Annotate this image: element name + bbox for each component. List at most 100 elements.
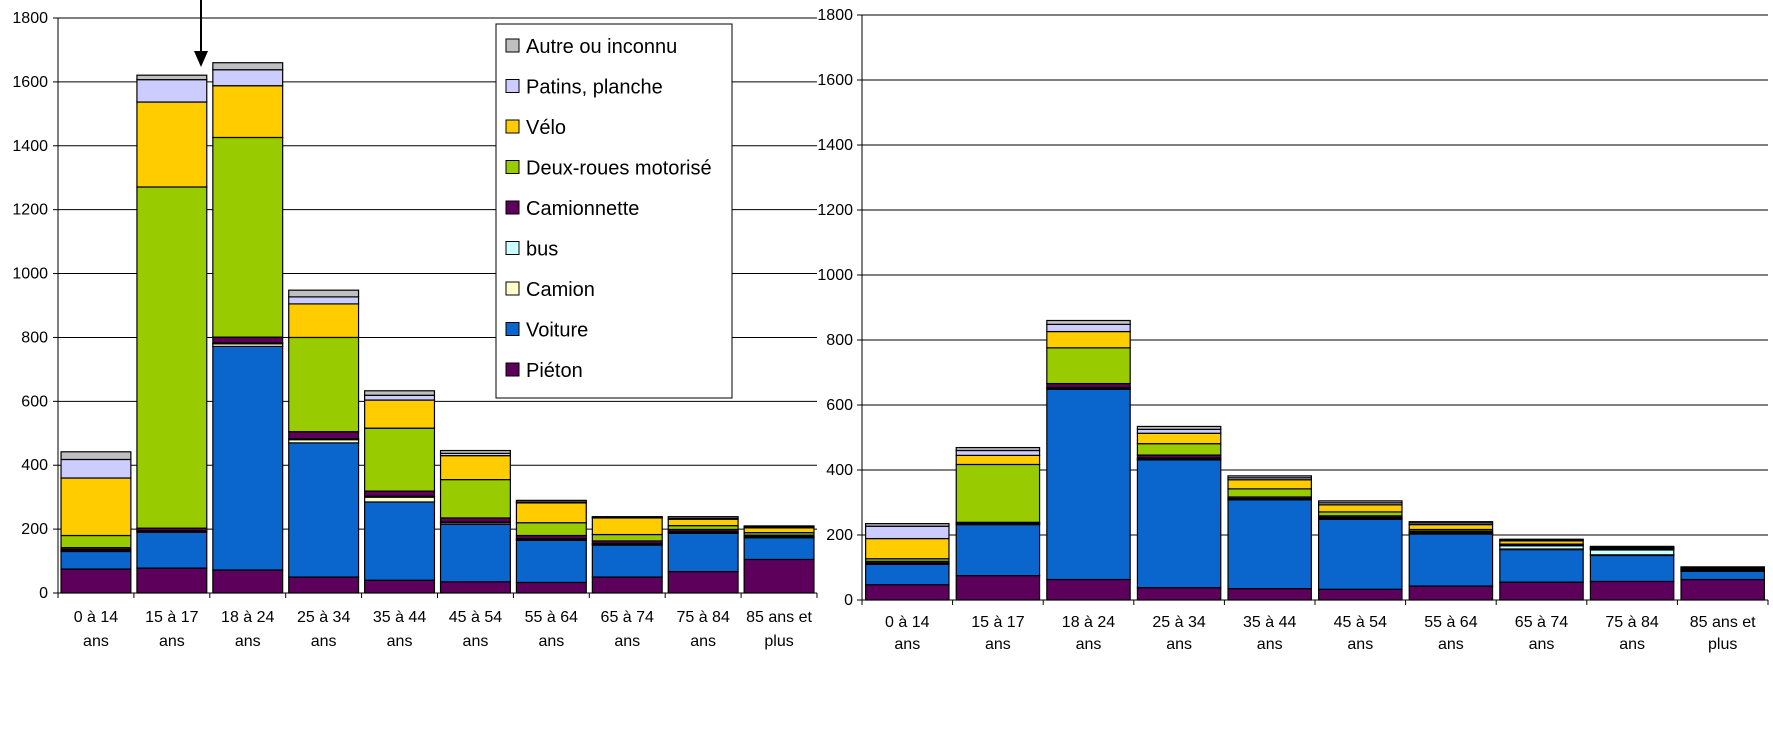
legend-swatch-deux-roues-motorise (505, 160, 520, 174)
y-tick-label: 800 (826, 332, 853, 349)
x-tick-label: 75 à 84 ans (1605, 614, 1658, 653)
x-tick-label: 65 à 74 ans (1515, 614, 1568, 653)
bar-autre-ou-inconnu-3 (1046, 319, 1131, 326)
x-tick-label: 45 à 54 ans (1334, 614, 1387, 653)
y-tick-label: 1000 (12, 266, 48, 283)
bar-velo-6 (439, 455, 511, 481)
bar-camionnette-6 (439, 517, 511, 523)
bar-velo-8 (591, 517, 663, 536)
legend-swatch-camion (505, 281, 520, 296)
y-tick-label: 1200 (817, 202, 853, 219)
bar-voiture-1 (865, 563, 950, 586)
bar-autre-ou-inconnu-1 (865, 523, 950, 527)
bar-deux-roues-motorise-2 (955, 463, 1041, 523)
bar-patins-planche-1 (865, 525, 950, 540)
bar-deux-roues-motorise-5 (1227, 488, 1312, 498)
x-tick-label: 35 à 44 ans (373, 609, 426, 650)
bar-velo-1 (865, 537, 950, 560)
bar-velo-6 (1318, 504, 1403, 513)
bar-autre-ou-inconnu-10 (743, 525, 815, 528)
legend-box (495, 23, 733, 399)
bar-autre-ou-inconnu-6 (439, 449, 511, 455)
bar-autre-ou-inconnu-7 (1408, 521, 1494, 524)
bar-deux-roues-motorise-5 (364, 427, 436, 492)
y-tick-label: 600 (21, 393, 48, 410)
x-tick-label: 35 à 44 ans (1243, 614, 1296, 653)
legend-swatch-voiture (505, 322, 520, 336)
bar-velo-4 (1136, 432, 1222, 445)
y-tick-label: 0 (844, 592, 853, 609)
bar-voiture-3 (212, 345, 284, 571)
bar-autre-ou-inconnu-3 (212, 62, 284, 71)
legend-swatch-patins-planche (505, 79, 520, 93)
bar-pieton-2 (955, 575, 1041, 601)
bar-velo-4 (288, 303, 360, 339)
bar-deux-roues-motorise-4 (1136, 443, 1222, 456)
bar-voiture-7 (515, 539, 587, 584)
bar-velo-7 (1408, 523, 1494, 531)
legend-label-autre-ou-inconnu: Autre ou inconnu (526, 36, 677, 58)
bar-pieton-1 (865, 584, 950, 601)
x-tick-label: 45 à 54 ans (449, 609, 502, 650)
x-tick-label: 55 à 64 ans (1424, 614, 1477, 653)
legend-label-camionnette: Camionnette (526, 198, 639, 220)
bar-deux-roues-motorise-3 (212, 136, 284, 338)
bar-pieton-5 (364, 579, 436, 594)
legend-label-deux-roues-motorise: Deux-roues motorisé (526, 158, 712, 180)
bar-voiture-9 (1589, 554, 1675, 583)
legend-label-voiture: Voiture (526, 320, 588, 342)
y-tick-label: 400 (21, 457, 48, 474)
bar-velo-2 (136, 101, 208, 188)
bar-patins-planche-3 (212, 69, 284, 87)
bar-patins-planche-1 (60, 458, 132, 479)
y-tick-label: 1600 (817, 72, 853, 89)
x-tick-label: 25 à 34 ans (1152, 614, 1205, 653)
y-tick-label: 200 (21, 521, 48, 538)
bar-voiture-5 (1227, 499, 1312, 590)
bar-pieton-3 (1046, 578, 1131, 601)
bar-velo-1 (60, 477, 132, 537)
chart-left: 0 200 400 600 800 1000 1200 1400 1600 1800 0 à 14 a… (12, 10, 818, 650)
bar-autre-ou-inconnu-4 (288, 289, 360, 298)
y-tick-label: 400 (826, 462, 853, 479)
bar-autre-ou-inconnu-8 (591, 516, 663, 518)
bar-autre-ou-inconnu-5 (364, 390, 436, 396)
bar-autre-ou-inconnu-6 (1318, 500, 1403, 504)
y-tick-label: 1400 (12, 138, 48, 155)
x-tick-label: 18 à 24 ans (1062, 614, 1115, 653)
bar-voiture-6 (1318, 518, 1403, 590)
legend-swatch-velo (505, 119, 520, 134)
bar-autre-ou-inconnu-7 (515, 499, 587, 503)
y-tick-label: 600 (826, 397, 853, 414)
legend-label-camion: Camion (526, 279, 595, 301)
bar-patins-planche-2 (955, 449, 1041, 456)
bar-voiture-5 (364, 501, 436, 581)
bar-pieton-9 (667, 570, 739, 594)
bar-voiture-4 (1136, 459, 1222, 589)
bar-autre-ou-inconnu-9 (1589, 545, 1675, 548)
bar-voiture-9 (667, 532, 739, 573)
bar-pieton-3 (212, 569, 284, 594)
bar-pieton-2 (136, 567, 208, 594)
x-tick-label: 85 ans et plus (1690, 614, 1756, 653)
y-tick-label: 0 (39, 585, 48, 602)
bar-camionnette-5 (364, 490, 436, 497)
y-tick-label: 1200 (12, 202, 48, 219)
bar-autre-ou-inconnu-4 (1136, 425, 1222, 430)
legend-label-patins-planche: Patins, planche (526, 77, 663, 99)
legend-swatch-bus (505, 241, 520, 255)
bar-velo-9 (667, 518, 739, 527)
bar-pieton-5 (1227, 588, 1312, 601)
bar-pieton-10 (1680, 578, 1765, 601)
bar-pieton-4 (288, 576, 360, 594)
bar-voiture-4 (288, 442, 360, 578)
x-tick-label: 85 ans et plus (746, 609, 812, 650)
bar-pieton-6 (1318, 588, 1403, 601)
bar-voiture-8 (1499, 549, 1584, 583)
legend: Autre ou inconnu Patins, planche Vélo Deux-… (495, 23, 733, 399)
bar-voiture-1 (60, 550, 132, 570)
bar-autre-ou-inconnu-8 (1499, 538, 1584, 541)
y-tick-label: 1800 (12, 10, 48, 27)
bar-deux-roues-motorise-2 (136, 186, 208, 529)
